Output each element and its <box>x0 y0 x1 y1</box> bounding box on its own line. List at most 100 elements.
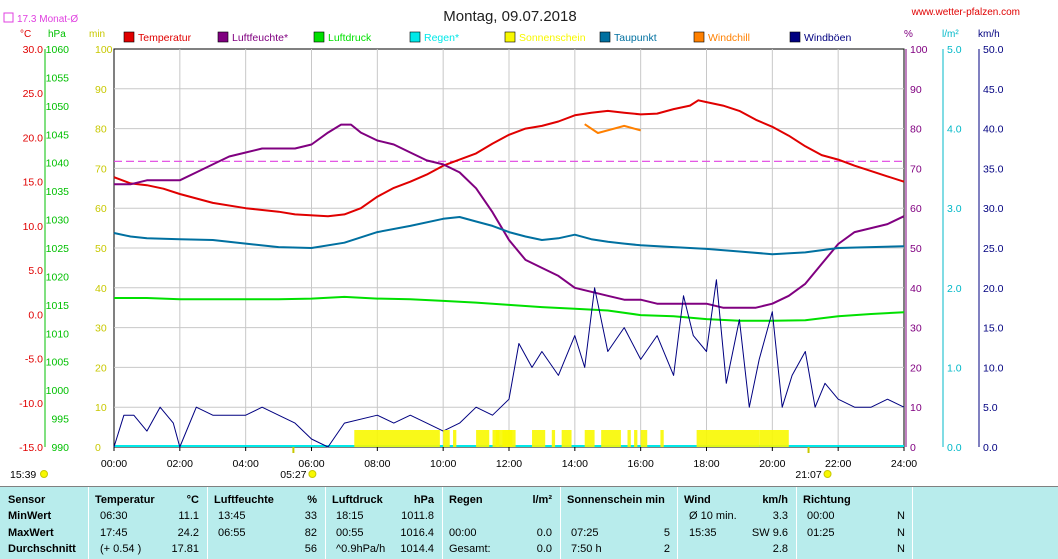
website-label[interactable]: www.wetter-pfalzen.com <box>911 7 1020 18</box>
stats-sun-value: 2 <box>663 543 670 555</box>
stats-press-time: 00:55 <box>336 526 364 539</box>
series-line-windben <box>113 279 905 448</box>
axes: 00:00 02:00 04:00 06:00 08:00 10:00 12:00 14:00… <box>10 44 1004 481</box>
x-tick-label: 08:00 <box>364 458 390 470</box>
hpa-tick-label: 1025 <box>46 243 70 255</box>
x-tick-label: 06:00 <box>298 458 324 470</box>
stats-rain-time: Gesamt: <box>449 543 491 555</box>
rain-tick-label: 0.0 <box>947 442 962 454</box>
now-time-label: 15:39 <box>10 469 36 481</box>
rain-tick-label: 4.0 <box>947 124 962 136</box>
sunset-label: 21:07 <box>795 469 821 481</box>
series <box>113 99 905 448</box>
stats-header-press: Luftdruck <box>332 494 383 506</box>
temp-tick-label: -5.0 <box>25 354 43 366</box>
wind-tick-label: 25.0 <box>983 243 1004 255</box>
sunshine-bar <box>640 430 648 447</box>
temp-tick-label: 30.0 <box>23 44 44 56</box>
stats-temp-time: (+ 0.54 ) <box>100 543 142 555</box>
hpa-tick-label: 1020 <box>46 271 70 283</box>
chart-title: Montag, 09.07.2018 <box>443 8 576 25</box>
hpa-tick-label: 1005 <box>46 357 70 369</box>
hpa-tick-label: 1030 <box>46 215 70 227</box>
series-line-luftdruck <box>114 295 905 322</box>
percent-tick-label: 80 <box>910 124 922 136</box>
sunshine-bar <box>696 430 760 447</box>
min-tick-label: 30 <box>95 323 107 335</box>
rain-tick-label: 3.0 <box>947 203 962 215</box>
monthly-avg-label: 17.3 Monat-Ø <box>17 14 78 25</box>
x-tick-label: 24:00 <box>891 458 917 470</box>
min-tick-label: 60 <box>95 203 107 215</box>
stats-hum-time: 13:45 <box>218 510 246 522</box>
stats-header-hum-unit: % <box>307 494 317 506</box>
wind-tick-label: 35.0 <box>983 163 1004 175</box>
sunshine-bar <box>561 430 572 447</box>
series-line-taupunkt <box>113 216 905 256</box>
stats-sun-value: 5 <box>663 526 670 539</box>
weather-chart: Montag, 09.07.2018 www.wetter-pfalzen.co… <box>3 7 1020 481</box>
rain-tick-label: 2.0 <box>947 283 962 295</box>
sunshine-bar <box>551 430 556 447</box>
x-tick-label: 20:00 <box>759 458 785 470</box>
percent-tick-label: 40 <box>910 283 922 295</box>
stats-header-press-unit: hPa <box>413 494 434 506</box>
unit-lm2: l/m² <box>942 29 959 40</box>
sunshine-bar <box>601 430 621 447</box>
stats-press-time: ^0.9hPa/h <box>336 543 386 555</box>
x-tick-label: 12:00 <box>496 458 522 470</box>
temp-tick-label: 0.0 <box>28 309 43 321</box>
sunshine-bar <box>759 430 789 447</box>
x-tick-label: 14:00 <box>562 458 588 470</box>
x-tick-label: 00:00 <box>101 458 127 470</box>
stats-temp-value: 24.2 <box>177 526 199 539</box>
sunshine-bar <box>476 430 490 447</box>
sunshine-bar <box>627 430 631 447</box>
percent-tick-label: 0 <box>910 442 916 454</box>
sunshine-bar <box>495 430 500 447</box>
hpa-tick-label: 1045 <box>46 129 70 141</box>
min-tick-label: 70 <box>95 163 107 175</box>
stats-press-value: 1016.4 <box>400 526 434 539</box>
stats-wind-time: Ø 10 min. <box>689 510 737 522</box>
stats-rain-time: 00:00 <box>449 526 477 539</box>
legend-swatch <box>313 31 325 43</box>
stats-temp-value: 17.81 <box>171 543 199 555</box>
stats-hum-time: 06:55 <box>218 526 246 539</box>
x-tick-label: 16:00 <box>628 458 654 470</box>
unit-hpa: hPa <box>48 29 66 40</box>
legend-label: Luftdruck <box>328 32 372 44</box>
rain-tick-label: 1.0 <box>947 362 962 374</box>
stats-header-wind: Wind <box>684 494 711 506</box>
legend-swatch <box>504 31 516 43</box>
stats-wind-time: 15:35 <box>689 526 717 539</box>
percent-tick-label: 70 <box>910 163 922 175</box>
x-tick-label: 10:00 <box>430 458 456 470</box>
stats-header-sun: Sonnenschein min <box>567 494 665 506</box>
unit-min: min <box>89 29 105 40</box>
hpa-tick-label: 1035 <box>46 186 70 198</box>
stats-press-value: 1014.4 <box>400 543 434 555</box>
stats-wind-value: 2.8 <box>772 543 788 555</box>
legend-swatch <box>599 31 611 43</box>
hpa-tick-label: 1060 <box>46 44 70 56</box>
hpa-tick-label: 1040 <box>46 158 70 170</box>
stats-temp-time: 17:45 <box>100 526 128 539</box>
min-tick-label: 50 <box>95 243 107 255</box>
stats-wind-value: SW 9.6 <box>751 526 788 539</box>
x-tick-label: 02:00 <box>167 458 193 470</box>
now-sun-icon <box>40 470 48 478</box>
stats-temp-value: 11.1 <box>178 510 199 522</box>
stats-dir-value: N <box>897 526 905 539</box>
stats-press-time: 18:15 <box>336 510 364 522</box>
stats-header-rain: Regen <box>449 494 483 506</box>
stats-header-rain-unit: l/m² <box>532 494 552 506</box>
percent-tick-label: 90 <box>910 84 922 96</box>
percent-tick-label: 30 <box>910 323 922 335</box>
temp-tick-label: 5.0 <box>28 265 43 277</box>
legend-label: Sonnenschein <box>519 32 586 44</box>
stats-sun-time: 07:25 <box>571 526 599 539</box>
stats-rain-value: 0.0 <box>536 543 552 555</box>
hpa-tick-label: 1015 <box>46 300 70 312</box>
stats-dir-value: N <box>897 543 905 555</box>
